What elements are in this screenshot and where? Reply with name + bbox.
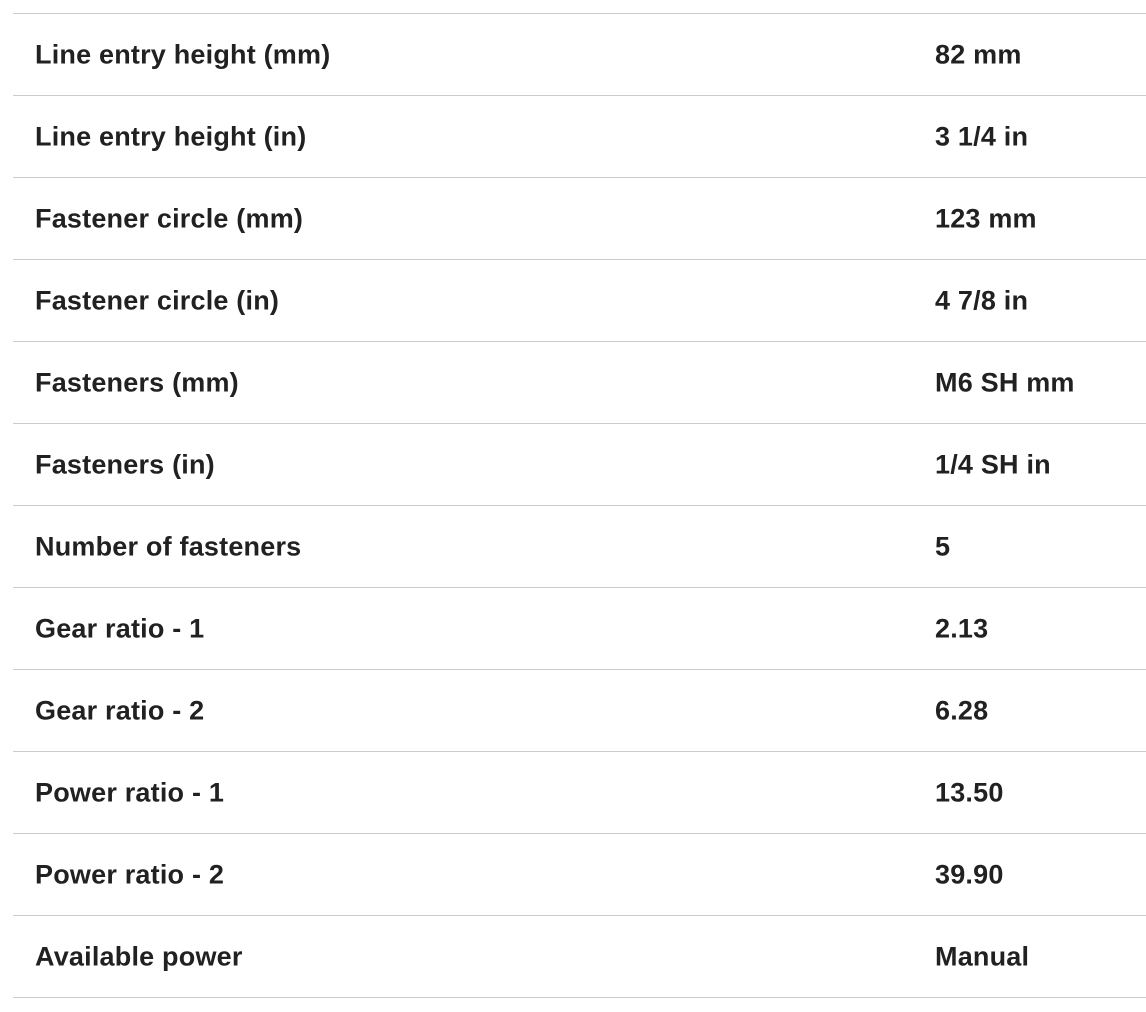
spec-value: 13.50 [935, 777, 1004, 807]
spec-label: Line entry height (mm) [35, 39, 331, 69]
spec-row: Power ratio - 1 13.50 [13, 752, 1146, 834]
spec-row: Line entry height (in) 3 1/4 in [13, 96, 1146, 178]
spec-value: 39.90 [935, 859, 1004, 889]
spec-row: Fasteners (mm) M6 SH mm [13, 342, 1146, 424]
spec-row: Power ratio - 2 39.90 [13, 834, 1146, 916]
spec-value: 6.28 [935, 695, 989, 725]
spec-label: Power ratio - 2 [35, 859, 225, 889]
spec-row: Fastener circle (mm) 123 mm [13, 178, 1146, 260]
spec-row: Fastener circle (in) 4 7/8 in [13, 260, 1146, 342]
spec-value: 4 7/8 in [935, 285, 1029, 315]
spec-row: Line entry height (mm) 82 mm [13, 14, 1146, 96]
spec-label: Gear ratio - 1 [35, 613, 205, 643]
spec-value: 82 mm [935, 39, 1022, 69]
spec-label: Fastener circle (mm) [35, 203, 304, 233]
spec-value: 5 [935, 531, 951, 561]
spec-value: 2.13 [935, 613, 989, 643]
spec-label: Gear ratio - 2 [35, 695, 205, 725]
spec-value: 3 1/4 in [935, 121, 1029, 151]
spec-value: 1/4 SH in [935, 449, 1051, 479]
specifications-table: Line entry height (mm) 82 mm Line entry … [13, 13, 1146, 998]
spec-label: Fastener circle (in) [35, 285, 280, 315]
spec-value: Manual [935, 941, 1030, 971]
spec-label: Fasteners (in) [35, 449, 215, 479]
spec-label: Available power [35, 941, 243, 971]
spec-label: Number of fasteners [35, 531, 302, 561]
spec-row: Available power Manual [13, 916, 1146, 998]
spec-label: Fasteners (mm) [35, 367, 239, 397]
spec-row: Gear ratio - 2 6.28 [13, 670, 1146, 752]
spec-row: Fasteners (in) 1/4 SH in [13, 424, 1146, 506]
spec-label: Power ratio - 1 [35, 777, 225, 807]
spec-row: Number of fasteners 5 [13, 506, 1146, 588]
spec-label: Line entry height (in) [35, 121, 307, 151]
spec-row: Gear ratio - 1 2.13 [13, 588, 1146, 670]
spec-value: 123 mm [935, 203, 1037, 233]
spec-value: M6 SH mm [935, 367, 1075, 397]
